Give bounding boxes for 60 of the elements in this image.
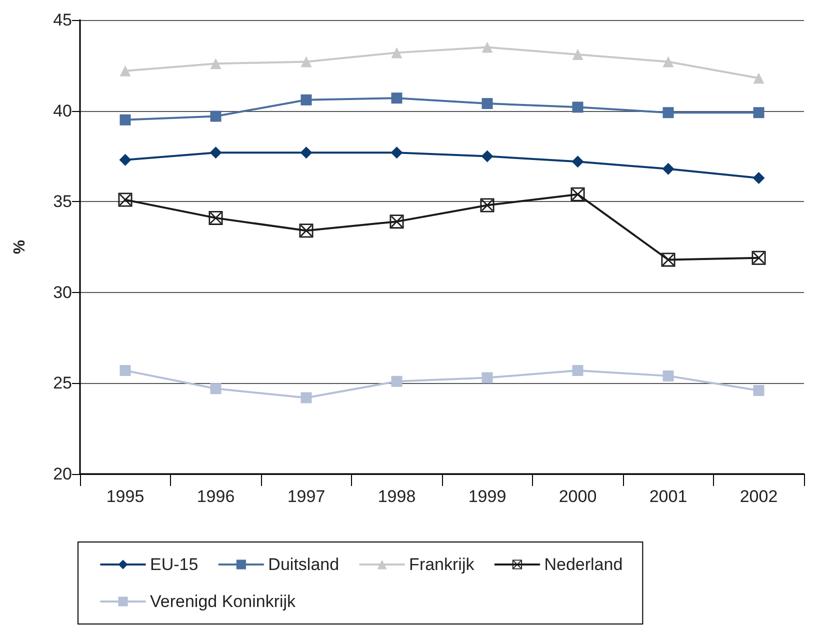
point <box>299 224 314 238</box>
point <box>481 150 494 162</box>
point <box>390 214 404 229</box>
point <box>752 172 765 184</box>
point <box>572 364 584 376</box>
point <box>572 49 584 60</box>
legend-label: Nederland <box>544 555 623 574</box>
point <box>482 42 493 53</box>
x-tick-label: 1997 <box>287 487 326 506</box>
point <box>391 47 402 58</box>
point <box>300 146 312 159</box>
point <box>300 392 312 404</box>
point <box>753 72 764 84</box>
point <box>662 107 674 118</box>
point <box>661 252 676 267</box>
legend-label: Duitsland <box>268 555 340 574</box>
point <box>570 187 585 202</box>
point <box>572 156 584 168</box>
point <box>662 370 674 382</box>
y-tick-label: 30 <box>53 282 72 302</box>
point <box>120 114 131 126</box>
point <box>119 154 132 166</box>
point <box>210 110 222 122</box>
x-tick-label: 1999 <box>468 487 506 506</box>
point <box>752 250 766 265</box>
point <box>300 94 312 106</box>
point <box>118 192 132 207</box>
y-tick-label: 25 <box>53 374 72 393</box>
y-tick-label: 20 <box>53 464 72 484</box>
y-tick-label: 35 <box>53 192 72 212</box>
point <box>210 146 222 159</box>
legend-label: EU-15 <box>150 555 198 574</box>
legend-label: Frankrijk <box>409 555 475 574</box>
point <box>482 98 493 110</box>
point <box>210 58 222 70</box>
x-tick-label: 2001 <box>649 487 688 506</box>
x-tick-label: 1998 <box>378 487 416 506</box>
point <box>391 92 402 104</box>
point <box>208 210 223 225</box>
point <box>572 102 584 113</box>
point <box>753 107 764 118</box>
y-tick-label: 45 <box>53 10 72 30</box>
point <box>480 198 494 212</box>
point <box>482 372 493 384</box>
point <box>120 65 131 76</box>
point <box>662 162 674 175</box>
point <box>390 146 403 159</box>
x-tick-label: 2000 <box>558 487 597 506</box>
y-axis-title: % <box>12 240 28 254</box>
point <box>662 56 674 68</box>
point <box>210 383 222 394</box>
x-tick-label: 1995 <box>106 487 144 506</box>
point <box>391 376 402 387</box>
x-tick-label: 1996 <box>196 487 235 506</box>
x-tick-label: 2002 <box>740 487 778 506</box>
point <box>300 56 312 68</box>
y-tick-label: 40 <box>53 101 72 120</box>
point <box>753 384 764 396</box>
legend-label: Verenigd Koninkrijk <box>150 592 296 611</box>
point <box>120 364 131 376</box>
